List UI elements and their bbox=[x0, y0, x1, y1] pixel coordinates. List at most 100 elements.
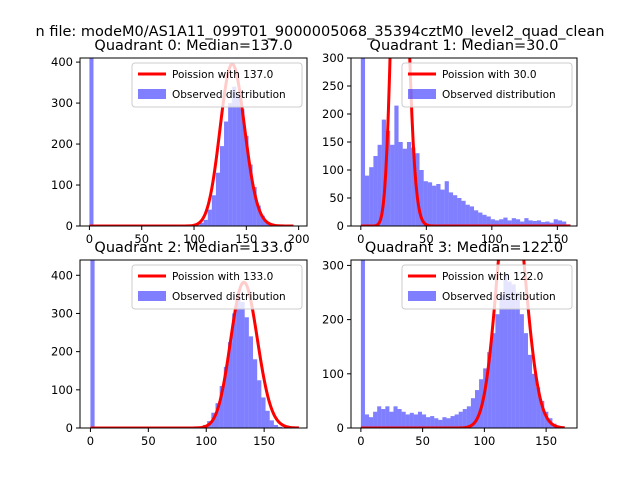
q1-hist-bar bbox=[381, 119, 386, 226]
q3-hist-bar bbox=[544, 411, 549, 428]
q0-legend-label-observed: Observed distribution bbox=[172, 89, 286, 101]
q0-hist-bar bbox=[203, 219, 208, 226]
q1-hist-bar bbox=[360, 58, 366, 226]
q3-hist-bar bbox=[389, 411, 394, 428]
q1-hist-bar bbox=[394, 105, 399, 226]
q0-ytick-label: 0 bbox=[66, 219, 73, 233]
q0-legend: Poission with 137.0 Observed distribution bbox=[131, 62, 303, 108]
q1-hist-bar bbox=[436, 184, 441, 226]
q1-hist-bar bbox=[503, 217, 508, 226]
q2-ytick-label: 200 bbox=[51, 345, 73, 359]
q1-hist-bar bbox=[377, 144, 382, 226]
q1-hist-bar bbox=[541, 222, 546, 226]
q1-hist-bar bbox=[528, 220, 533, 226]
q3-xtick-label: 150 bbox=[535, 434, 557, 448]
q0-xtick-label: 50 bbox=[134, 232, 149, 246]
q3-hist-bar bbox=[466, 406, 471, 428]
q1-legend: Poission with 30.0 Observed distribution bbox=[401, 62, 573, 108]
q2-hist-bar bbox=[261, 397, 266, 428]
q0-legend-box bbox=[131, 62, 303, 108]
q1-legend-box bbox=[401, 62, 573, 108]
q1-legend-label-observed: Observed distribution bbox=[442, 89, 556, 101]
q2-hist-bar bbox=[215, 403, 220, 428]
q1-hist-bar bbox=[398, 142, 403, 226]
q1-hist-bar bbox=[524, 218, 529, 226]
q3-hist-bar bbox=[507, 281, 512, 428]
q2-legend-patch-swatch bbox=[138, 291, 166, 301]
q3-xtick-label: 0 bbox=[357, 434, 364, 448]
q1-hist-bar bbox=[440, 189, 445, 226]
q1-xtick-label: 100 bbox=[481, 232, 503, 246]
q1-hist-bar bbox=[562, 221, 567, 226]
q3-hist-bar bbox=[417, 411, 423, 428]
figure-suptitle: n file: modeM0/AS1A11_099T01_9000005068_… bbox=[36, 24, 605, 40]
q1-hist-bar bbox=[507, 220, 512, 226]
q2-ytick-label: 0 bbox=[66, 421, 73, 435]
q3-hist-bar bbox=[515, 292, 520, 428]
q1-hist-bar bbox=[490, 219, 495, 226]
q3-hist-bar bbox=[519, 314, 524, 428]
q1-legend-patch-swatch bbox=[408, 89, 436, 99]
q0-xtick-label: 0 bbox=[86, 232, 93, 246]
q3-hist-bar bbox=[426, 417, 431, 428]
q3-title: Quadrant 3: Median=122.0 bbox=[365, 240, 563, 256]
q0-hist-bar bbox=[240, 109, 245, 226]
q1-hist-bar bbox=[457, 198, 462, 226]
q3-hist-bar bbox=[474, 390, 480, 428]
q1-hist-bar bbox=[427, 182, 433, 226]
q3-hist-bar bbox=[527, 354, 533, 428]
q3-hist-bar bbox=[413, 414, 418, 428]
q0-xtick-label: 100 bbox=[183, 232, 205, 246]
q3-hist-bar bbox=[536, 387, 541, 428]
q0-hist-bar bbox=[228, 103, 233, 226]
q2-hist-bar bbox=[228, 342, 233, 428]
q3-hist-bar bbox=[369, 417, 374, 428]
q1-hist-bar bbox=[402, 148, 407, 226]
q2-xtick-label: 150 bbox=[253, 434, 275, 448]
q0-hist-bar bbox=[211, 195, 216, 226]
q3-hist-bar bbox=[397, 409, 402, 428]
q3-hist-bar bbox=[393, 406, 398, 428]
q1-title: Quadrant 1: Median=30.0 bbox=[370, 38, 559, 54]
q3-ytick-label: 300 bbox=[322, 258, 344, 272]
q1-hist-bar bbox=[432, 185, 437, 226]
q1-hist-bar bbox=[478, 212, 483, 226]
q2-axes-frame bbox=[79, 259, 308, 429]
q3-hist-bar bbox=[364, 414, 370, 428]
q1-hist-bar bbox=[461, 200, 466, 226]
q2-hist-bar bbox=[265, 410, 270, 428]
q3-hist-bar bbox=[495, 314, 500, 428]
q0-ytick-label: 200 bbox=[51, 137, 73, 151]
q3-hist-bar bbox=[373, 411, 378, 428]
q3-hist-bar bbox=[487, 352, 492, 428]
q1-hist-bar bbox=[511, 218, 516, 226]
q2-ytick-label: 300 bbox=[51, 306, 73, 320]
q3-hist-bar bbox=[450, 416, 455, 428]
q1-hist-bar bbox=[469, 206, 475, 226]
q0-hist-bar bbox=[207, 209, 212, 226]
q1-ytick-label: 200 bbox=[322, 107, 344, 121]
q3-legend: Poission with 122.0 Observed distribution bbox=[401, 264, 573, 310]
q2-hist-bar bbox=[278, 426, 283, 428]
q1-hist-bar bbox=[557, 220, 563, 226]
q0-title: Quadrant 0: Median=137.0 bbox=[94, 38, 292, 54]
q3-hist-bar bbox=[470, 398, 475, 428]
q3-hist-bar bbox=[434, 418, 439, 428]
q2-hist-bar bbox=[219, 386, 224, 428]
q0-hist-bar bbox=[256, 205, 261, 226]
q3-xtick-label: 100 bbox=[473, 434, 495, 448]
q2-hist-bar bbox=[269, 420, 274, 428]
q3-hist-bar bbox=[430, 416, 435, 428]
q2-hist-bar bbox=[273, 424, 279, 428]
q3-legend-box bbox=[401, 264, 573, 310]
q2-hist-bar bbox=[240, 302, 245, 428]
q1-xtick-label: 0 bbox=[357, 232, 364, 246]
q3-ytick-label: 100 bbox=[322, 367, 344, 381]
q3-ytick-label: 200 bbox=[322, 313, 344, 327]
q1-hist-bar bbox=[482, 214, 487, 226]
q2-ytick-label: 100 bbox=[51, 383, 73, 397]
q3-hist-bar bbox=[532, 373, 537, 428]
q0-legend-patch-swatch bbox=[138, 89, 166, 99]
q3-hist-bar bbox=[462, 409, 467, 428]
q3-hist-bar bbox=[385, 406, 390, 428]
